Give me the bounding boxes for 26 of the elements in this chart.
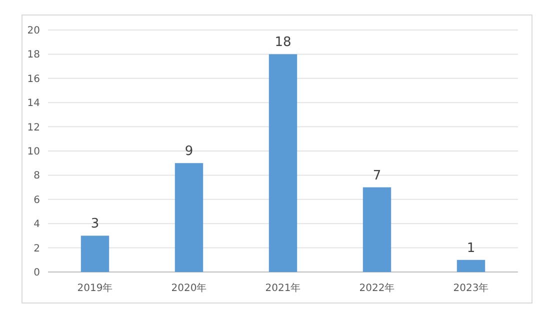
data-label: 1 [466, 240, 476, 256]
bar [268, 54, 298, 272]
y-tick-label: 4 [34, 219, 40, 230]
y-tick-label: 0 [34, 268, 40, 278]
y-tick-label: 2 [34, 243, 40, 254]
y-tick-label: 8 [34, 170, 40, 182]
data-label: 3 [90, 216, 100, 232]
x-tick-label: 2022年 [359, 282, 395, 294]
x-tick-label: 2020年 [171, 282, 207, 294]
y-tick-label: 14 [27, 98, 40, 110]
data-label: 7 [372, 168, 382, 184]
bar [174, 163, 204, 272]
y-tick-label: 18 [27, 50, 40, 61]
bar [80, 236, 110, 272]
y-tick-label: 6 [34, 194, 40, 206]
y-tick-label: 10 [27, 146, 40, 158]
bar [362, 187, 392, 272]
y-tick-label: 16 [27, 74, 40, 85]
y-tick-label: 12 [27, 122, 40, 134]
x-tick-label: 2023年 [453, 282, 489, 294]
data-label: 9 [184, 144, 194, 160]
y-tick-label: 20 [27, 26, 40, 36]
x-tick-label: 2021年 [265, 282, 301, 294]
data-label: 18 [274, 35, 292, 50]
bar [456, 260, 486, 272]
x-tick-label: 2019年 [77, 282, 113, 294]
